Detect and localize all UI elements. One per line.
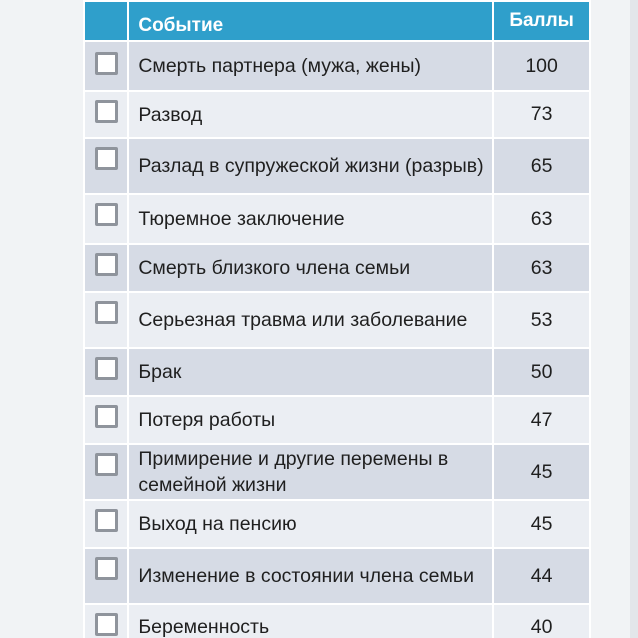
score-cell: 47	[492, 395, 591, 445]
table-row: Смерть партнера (мужа, жены) 100	[82, 40, 591, 92]
row-checkbox-cell	[82, 90, 130, 139]
event-cell: Развод	[127, 90, 495, 139]
event-cell: Беременность	[127, 603, 495, 638]
row-checkbox[interactable]	[94, 203, 118, 226]
row-checkbox[interactable]	[94, 453, 118, 476]
event-cell: Смерть партнера (мужа, жены)	[127, 40, 495, 92]
row-checkbox[interactable]	[94, 613, 118, 636]
header-score: Баллы	[492, 0, 591, 42]
event-cell: Разлад в супружеской жизни (разрыв)	[127, 137, 495, 195]
header-event: Событие	[127, 0, 495, 42]
event-cell: Тюремное заключение	[127, 193, 495, 245]
score-cell: 50	[492, 347, 591, 397]
table-row: Смерть близкого члена семьи 63	[82, 243, 591, 293]
header-checkbox-column	[82, 0, 130, 42]
event-cell: Потеря работы	[127, 395, 495, 445]
row-checkbox[interactable]	[94, 405, 118, 428]
score-cell: 40	[492, 603, 591, 638]
score-cell: 53	[492, 291, 591, 349]
score-cell: 63	[492, 243, 591, 293]
score-cell: 44	[492, 547, 591, 605]
table-row: Выход на пенсию 45	[82, 499, 591, 549]
table-row: Изменение в состоянии члена семьи 44	[82, 547, 591, 605]
row-checkbox-cell	[82, 40, 130, 92]
row-checkbox[interactable]	[94, 509, 118, 532]
table-row: Потеря работы 47	[82, 395, 591, 445]
right-edge-panel	[630, 0, 638, 638]
row-checkbox-cell	[82, 395, 130, 445]
score-cell: 65	[492, 137, 591, 195]
event-cell: Изменение в состоянии члена семьи	[127, 547, 495, 605]
row-checkbox-cell	[82, 499, 130, 549]
table-row: Серьезная травма или заболевание 53	[82, 291, 591, 349]
row-checkbox[interactable]	[94, 557, 118, 580]
row-checkbox-cell	[82, 443, 130, 501]
table-row: Тюремное заключение 63	[82, 193, 591, 245]
score-cell: 45	[492, 443, 591, 501]
table-row: Примирение и другие перемены в семейной …	[82, 443, 591, 501]
row-checkbox[interactable]	[94, 100, 118, 123]
row-checkbox[interactable]	[94, 357, 118, 380]
row-checkbox-cell	[82, 347, 130, 397]
row-checkbox[interactable]	[94, 51, 118, 75]
row-checkbox[interactable]	[94, 301, 118, 324]
table-row: Брак 50	[82, 347, 591, 397]
score-cell: 63	[492, 193, 591, 245]
row-checkbox-cell	[82, 291, 130, 349]
row-checkbox[interactable]	[94, 253, 118, 276]
table-row: Развод 73	[82, 90, 591, 139]
row-checkbox[interactable]	[94, 147, 118, 170]
table-row: Разлад в супружеской жизни (разрыв) 65	[82, 137, 591, 195]
row-checkbox-cell	[82, 603, 130, 638]
stress-events-table: Событие Баллы Смерть партнера (мужа, жен…	[82, 0, 591, 638]
row-checkbox-cell	[82, 137, 130, 195]
event-cell: Смерть близкого члена семьи	[127, 243, 495, 293]
table-row: Беременность 40	[82, 603, 591, 638]
row-checkbox-cell	[82, 547, 130, 605]
score-cell: 100	[492, 40, 591, 92]
event-cell: Примирение и другие перемены в семейной …	[127, 443, 495, 501]
event-cell: Брак	[127, 347, 495, 397]
event-cell: Серьезная травма или заболевание	[127, 291, 495, 349]
score-cell: 45	[492, 499, 591, 549]
event-cell: Выход на пенсию	[127, 499, 495, 549]
row-checkbox-cell	[82, 243, 130, 293]
row-checkbox-cell	[82, 193, 130, 245]
table-header-row: Событие Баллы	[82, 0, 591, 42]
score-cell: 73	[492, 90, 591, 139]
